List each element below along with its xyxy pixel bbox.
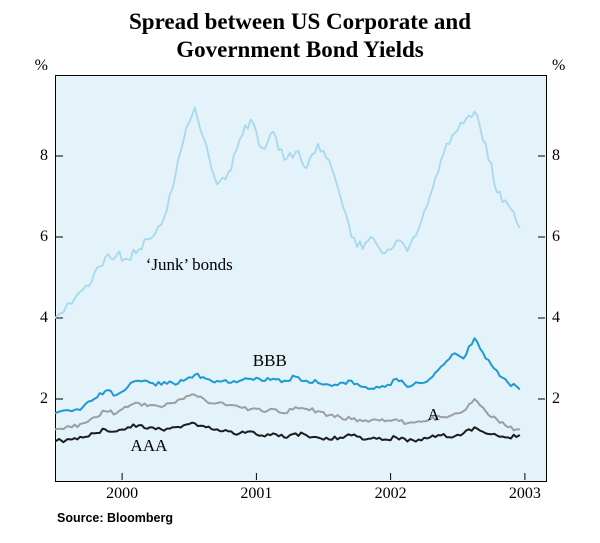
chart-title-line1: Spread between US Corporate and xyxy=(128,9,472,34)
y-tick-label-left: 2 xyxy=(40,390,48,407)
x-tick-label-2003: 2003 xyxy=(508,485,541,502)
series-label-a: A xyxy=(427,405,440,425)
y-tick-label-left: 6 xyxy=(40,228,48,245)
y-tick-label-right: 2 xyxy=(552,390,560,407)
series-label-junk-bonds: ‘Junk’ bonds xyxy=(145,255,233,275)
series-label-bbb: BBB xyxy=(252,350,287,370)
x-tick-label-2001: 2001 xyxy=(240,485,273,502)
source-note: Source: Bloomberg xyxy=(57,511,173,525)
y-axis-unit-left: % xyxy=(34,57,48,74)
y-tick-label-right: 6 xyxy=(552,228,560,245)
y-tick-label-right: 4 xyxy=(552,309,560,326)
y-tick-label-right: 8 xyxy=(552,147,560,164)
x-tick-label-2000: 2000 xyxy=(106,485,139,502)
plot-area xyxy=(55,75,547,482)
y-axis-unit-right: % xyxy=(552,57,566,74)
y-tick-label-left: 4 xyxy=(40,309,48,326)
y-tick-label-left: 8 xyxy=(40,147,48,164)
x-tick-label-2002: 2002 xyxy=(374,485,407,502)
chart-title-line2: Government Bond Yields xyxy=(176,37,424,62)
series-label-aaa: AAA xyxy=(130,435,168,455)
